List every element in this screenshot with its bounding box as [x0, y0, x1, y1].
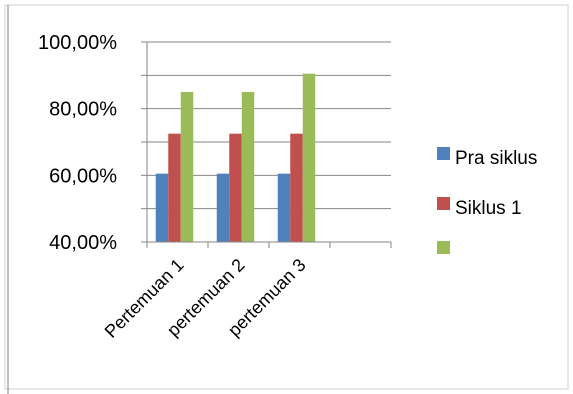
- bar: [155, 173, 169, 242]
- legend-swatch: [437, 241, 450, 254]
- y-tick-label: 40,00%: [49, 232, 117, 254]
- legend-label: Siklus 1: [455, 198, 522, 219]
- y-tick-label: 100,00%: [38, 32, 117, 54]
- bar: [290, 133, 303, 242]
- bar: [168, 133, 181, 242]
- legend-label: Pra siklus: [455, 148, 537, 169]
- y-tick-label: 80,00%: [49, 99, 117, 121]
- bar: [241, 92, 255, 242]
- bar: [216, 173, 230, 242]
- legend-swatch: [437, 147, 450, 160]
- legend: Pra siklus Siklus 1: [437, 147, 537, 254]
- bar: [277, 173, 291, 242]
- bar: [229, 133, 242, 242]
- bar: [302, 73, 316, 243]
- y-tick-label: 60,00%: [49, 165, 117, 187]
- bars: [155, 73, 316, 243]
- y-tick-labels: 100,00% 80,00% 60,00% 40,00%: [38, 32, 117, 254]
- axes: [141, 41, 392, 248]
- bar: [180, 92, 194, 242]
- legend-swatch: [437, 197, 450, 210]
